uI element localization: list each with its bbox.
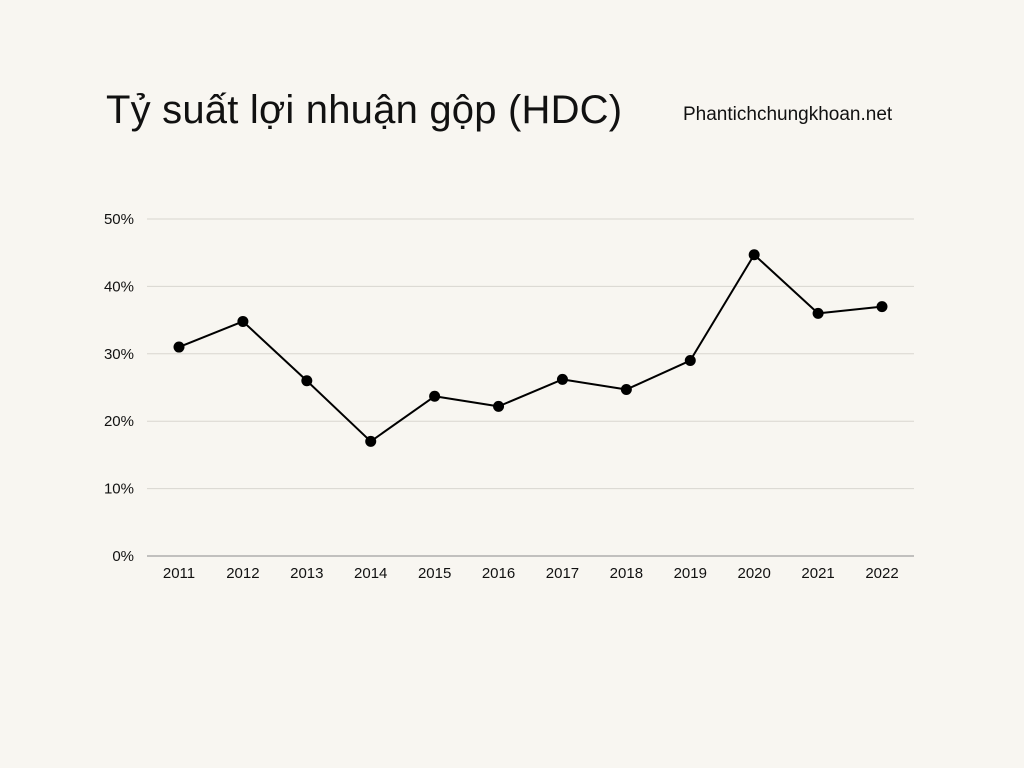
x-tick-label: 2021 <box>801 565 834 582</box>
x-tick-label: 2012 <box>226 565 259 582</box>
data-point-2012 <box>237 315 249 327</box>
y-tick-label: 10% <box>104 481 134 498</box>
x-tick-label: 2017 <box>546 565 579 582</box>
data-point-2017 <box>556 373 568 385</box>
x-tick-label: 2022 <box>865 565 898 582</box>
data-point-2019 <box>684 355 696 367</box>
x-tick-label: 2014 <box>354 565 387 582</box>
x-tick-label: 2020 <box>737 565 770 582</box>
grid-lines <box>147 218 914 557</box>
x-tick-label: 2016 <box>482 565 515 582</box>
y-axis-tick-labels: 0% 10% 20% 30% 40% 50% <box>104 211 134 565</box>
data-points <box>173 249 888 447</box>
x-axis-tick-labels: 2011 2012 2013 2014 2015 2016 2017 2018 2019 2020… <box>163 565 899 582</box>
y-tick-label: 50% <box>104 211 134 228</box>
data-point-2018 <box>620 384 632 396</box>
series-line-group <box>178 253 883 443</box>
x-tick-label: 2019 <box>674 565 707 582</box>
x-tick-label: 2013 <box>290 565 323 582</box>
y-tick-label: 0% <box>112 548 134 565</box>
data-point-2020 <box>748 249 760 261</box>
data-point-2013 <box>301 375 313 387</box>
source-label: Phantichchungkhoan.net <box>683 104 893 125</box>
data-point-2021 <box>812 307 824 319</box>
data-point-2015 <box>429 390 441 402</box>
x-tick-label: 2011 <box>163 565 195 582</box>
data-point-2016 <box>493 400 505 412</box>
y-tick-label: 20% <box>104 413 134 430</box>
data-point-2022 <box>876 301 888 313</box>
x-tick-label: 2018 <box>610 565 643 582</box>
x-tick-label: 2015 <box>418 565 451 582</box>
series-line <box>178 253 883 443</box>
y-tick-label: 40% <box>104 278 134 295</box>
chart-title: Tỷ suất lợi nhuận gộp (HDC) <box>106 88 623 132</box>
data-point-2014 <box>365 435 377 447</box>
data-point-2011 <box>173 341 185 353</box>
y-tick-label: 30% <box>104 346 134 363</box>
